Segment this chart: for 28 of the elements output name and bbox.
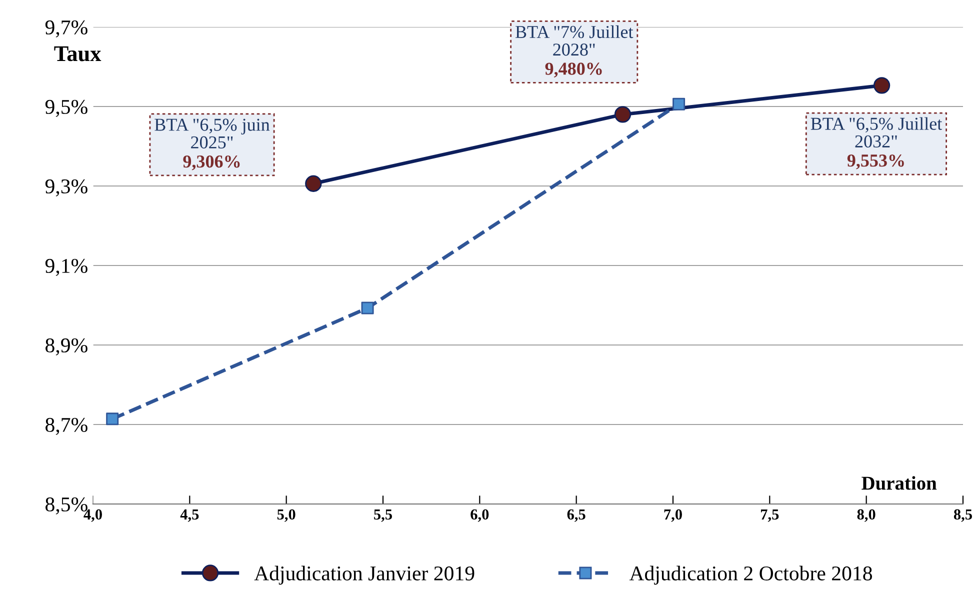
x-tick-label: 6,0: [470, 509, 489, 522]
y-tick-label: 8,9%: [46, 338, 88, 356]
y-axis-title: Taux: [54, 46, 102, 62]
y-tick-label: 9,7%: [45, 20, 88, 38]
legend-label: Adjudication 2 Octobre 2018: [629, 566, 872, 585]
point: [361, 302, 374, 314]
x-tick-label: 8,0: [857, 509, 876, 522]
y-tick-label: 9,5%: [45, 100, 88, 117]
x-tick-label: 5,0: [277, 509, 296, 522]
x-tick-label: 5,5: [374, 509, 392, 522]
x-tick-label: 7,0: [664, 509, 682, 522]
y-tick-label: 8,7%: [46, 418, 88, 435]
x-tick-label: 8,5: [954, 509, 972, 522]
point: [106, 412, 119, 426]
legend-label: Adjudication Janvier 2019: [254, 566, 474, 585]
annotation: 9,480%: [545, 62, 602, 78]
point: [672, 98, 686, 110]
y-tick-label: 9,3%: [45, 179, 88, 196]
annotation: BTA "7% Juillet 2028": [516, 25, 634, 56]
annotation: BTA "6,5% Juillet 2032": [810, 117, 942, 148]
x-tick-label: 7,5: [760, 509, 779, 522]
x-tick-label: 6,5: [567, 509, 586, 522]
annotation: BTA "6,5% juin 2025": [154, 118, 270, 148]
annotation: 9,553%: [847, 154, 904, 170]
x-tick-label: 4,5: [180, 509, 199, 522]
annotation: 9,306%: [183, 155, 240, 170]
x-axis-title: Duration: [862, 476, 937, 490]
y-tick-label: 9,1%: [45, 258, 88, 276]
